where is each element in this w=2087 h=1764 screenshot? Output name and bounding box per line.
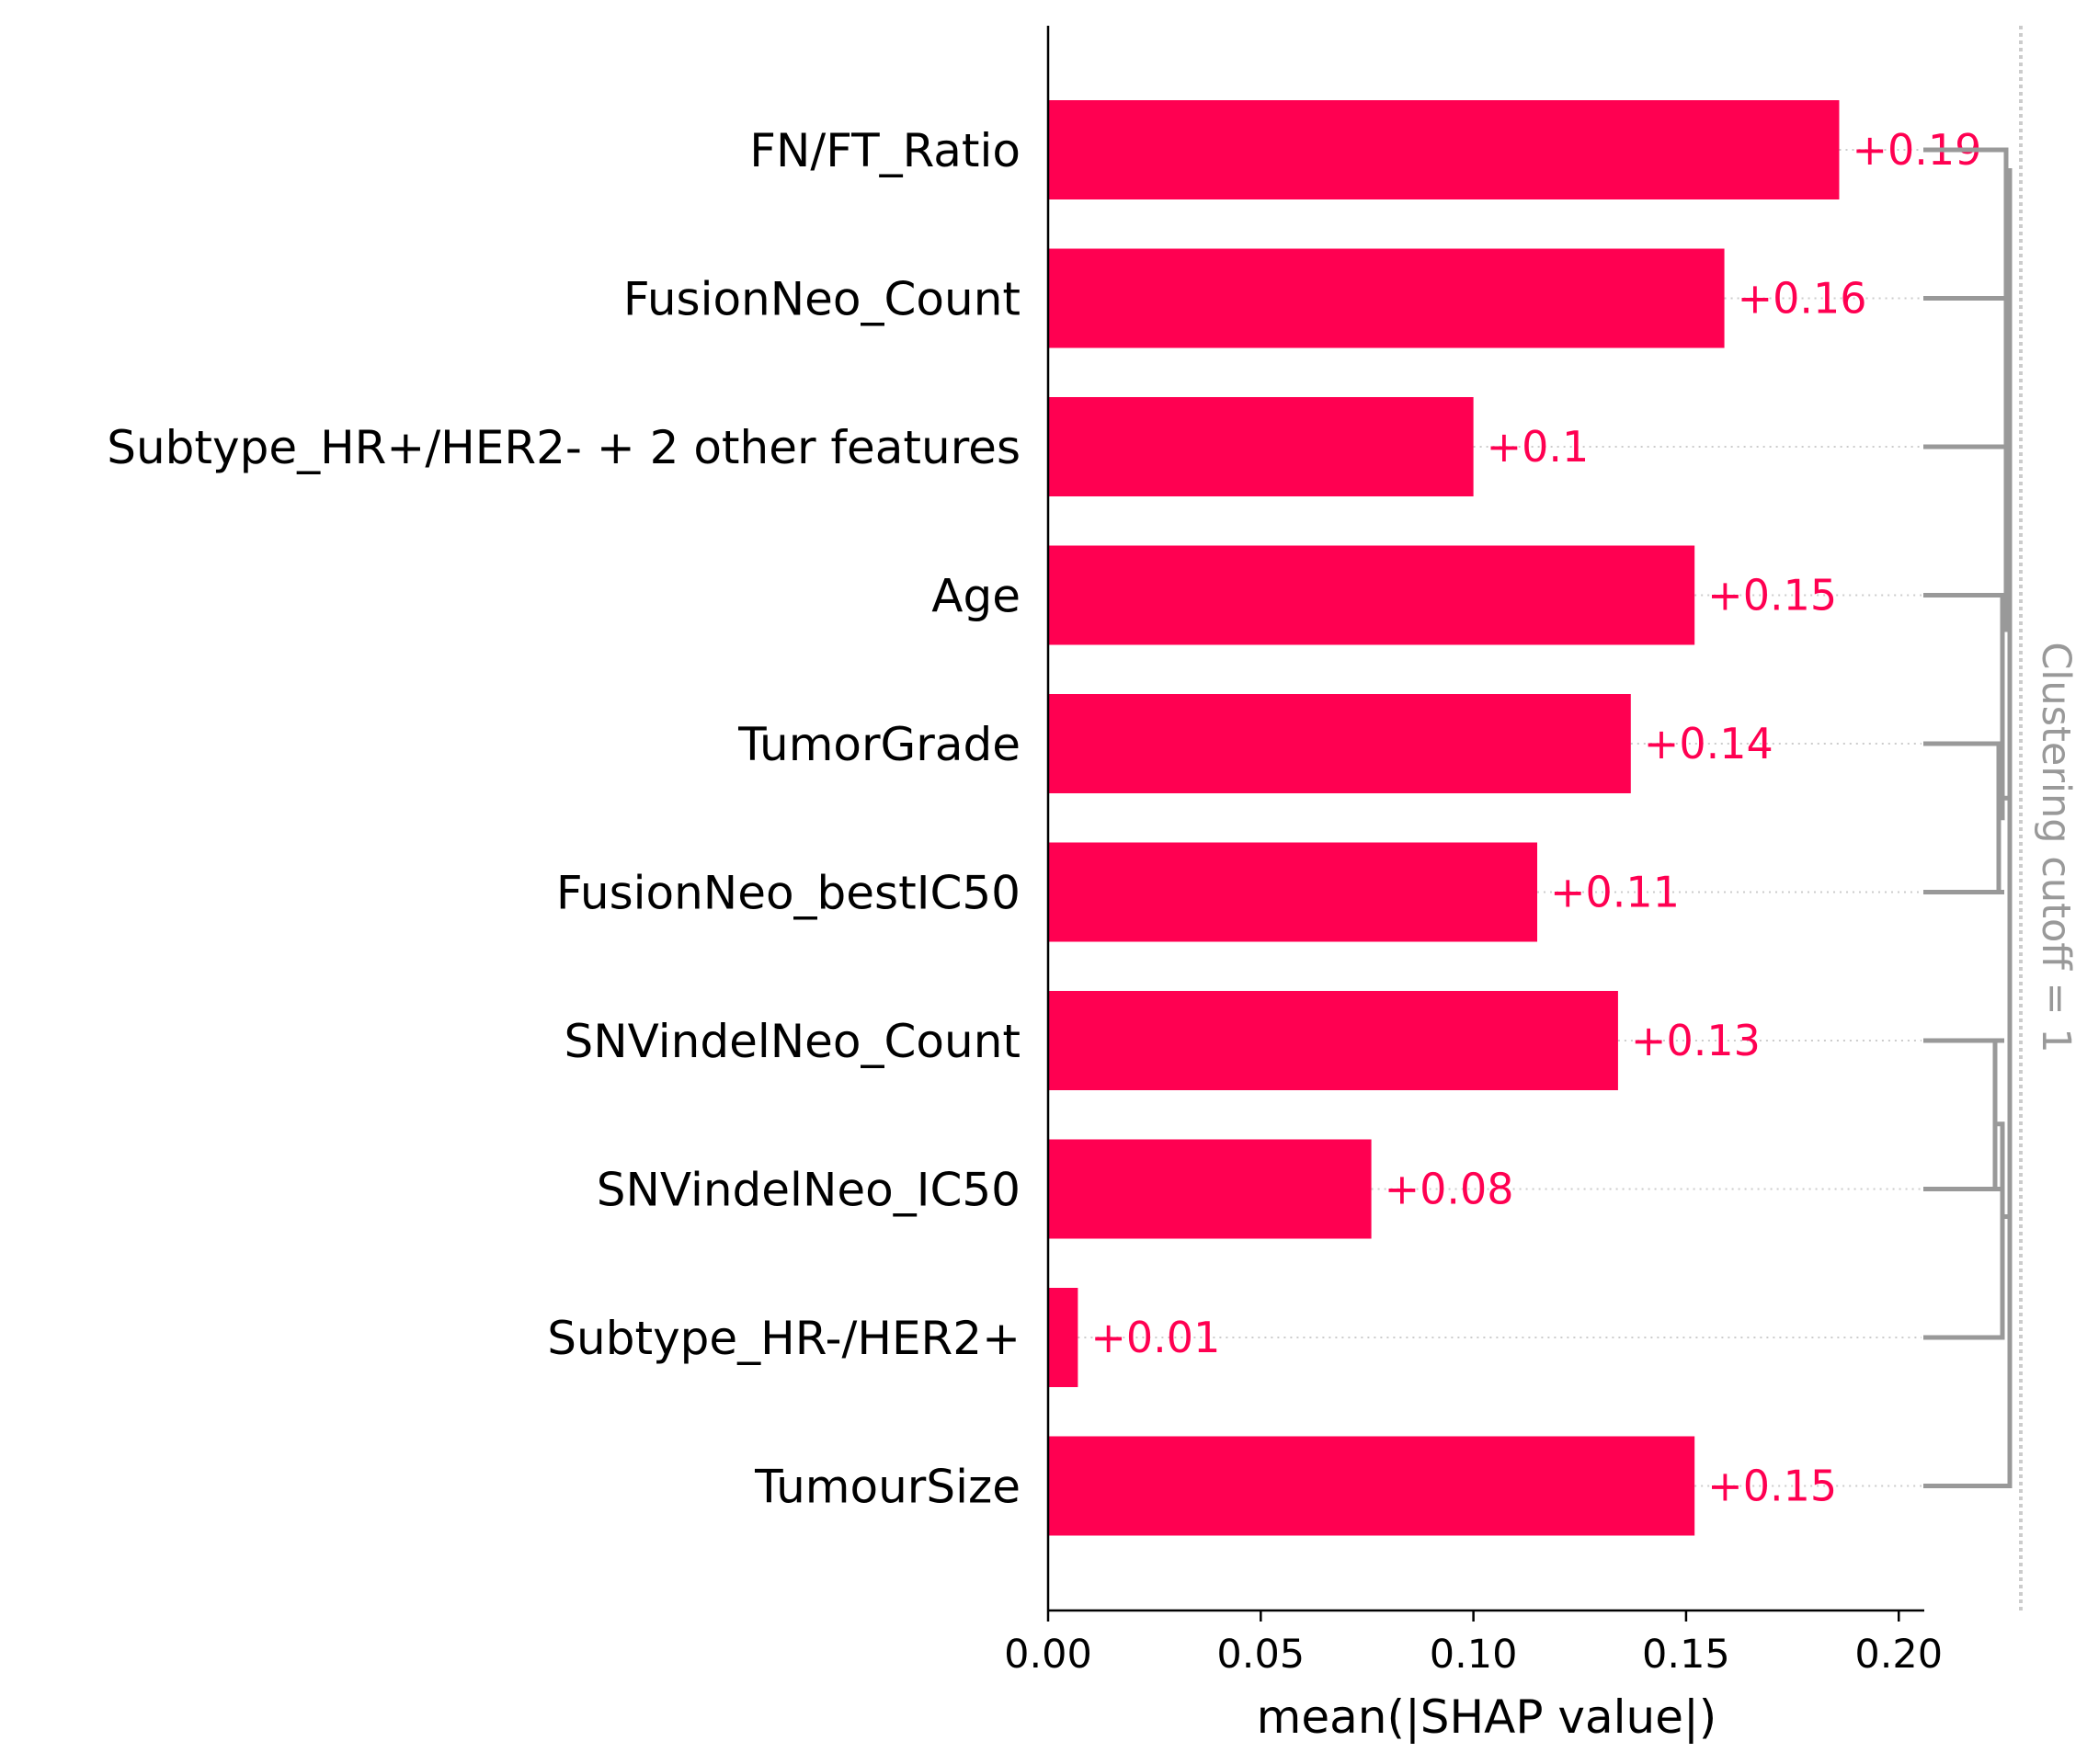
clustering-dendrogram xyxy=(1923,26,2023,1610)
bar xyxy=(1048,1288,1078,1387)
value-label: +0.11 xyxy=(1550,868,1680,917)
feature-label: TumorGrade xyxy=(737,718,1021,771)
x-tick-label: 0.15 xyxy=(1642,1632,1730,1678)
guide-lines xyxy=(1078,149,1922,1487)
axes: 0.00 0.05 0.10 0.15 0.20 xyxy=(1004,26,1943,1678)
feature-label: TumourSize xyxy=(754,1461,1021,1514)
bar xyxy=(1048,248,1725,348)
value-label: +0.08 xyxy=(1385,1165,1514,1214)
feature-label: Subtype_HR-/HER2+ xyxy=(547,1312,1021,1365)
feature-label: SNVindelNeo_Count xyxy=(565,1015,1021,1068)
value-label: +0.15 xyxy=(1707,1462,1837,1511)
dendrogram-branch xyxy=(1923,741,2001,894)
value-label: +0.14 xyxy=(1644,719,1773,768)
bar xyxy=(1048,1436,1695,1536)
value-label: +0.1 xyxy=(1487,422,1590,472)
feature-label: FusionNeo_Count xyxy=(623,273,1021,326)
bar xyxy=(1048,991,1618,1090)
feature-label: SNVindelNeo_IC50 xyxy=(597,1164,1021,1217)
dendrogram-branch xyxy=(1923,593,2005,821)
bar xyxy=(1048,1139,1372,1239)
bars xyxy=(1048,100,1840,1536)
feature-label: Age xyxy=(931,570,1021,623)
clustering-cutoff-label: Clustering cutoff = 1 xyxy=(2033,642,2079,1053)
feature-label: Subtype_HR+/HER2- + 2 other features xyxy=(107,421,1021,474)
bar xyxy=(1048,397,1474,496)
value-label: +0.15 xyxy=(1707,571,1837,620)
dendrogram-branch xyxy=(1923,147,2009,632)
feature-labels: FN/FT_Ratio FusionNeo_Count Subtype_HR+/HE… xyxy=(107,124,1021,1514)
dendrogram-branch xyxy=(1923,1038,1998,1191)
x-tick-label: 0.20 xyxy=(1854,1632,1943,1678)
value-label: +0.16 xyxy=(1738,274,1867,324)
value-label: +0.01 xyxy=(1090,1313,1220,1362)
x-tick-label: 0.00 xyxy=(1004,1632,1092,1678)
feature-label: FusionNeo_bestIC50 xyxy=(556,867,1021,920)
dendrogram-branch xyxy=(1923,168,2013,1488)
value-label: +0.13 xyxy=(1631,1016,1761,1065)
dendrogram-branch xyxy=(1923,1121,2005,1340)
feature-label: FN/FT_Ratio xyxy=(749,124,1021,177)
bar xyxy=(1048,694,1631,793)
x-axis-title: mean(|SHAP value|) xyxy=(1257,1690,1717,1744)
bar xyxy=(1048,100,1840,199)
x-tick-label: 0.05 xyxy=(1216,1632,1305,1678)
bar xyxy=(1048,545,1695,645)
x-tick-label: 0.10 xyxy=(1430,1632,1518,1678)
value-labels: +0.19+0.16+0.1+0.15+0.14+0.11+0.13+0.08+… xyxy=(1090,125,1981,1511)
bar xyxy=(1048,842,1538,942)
